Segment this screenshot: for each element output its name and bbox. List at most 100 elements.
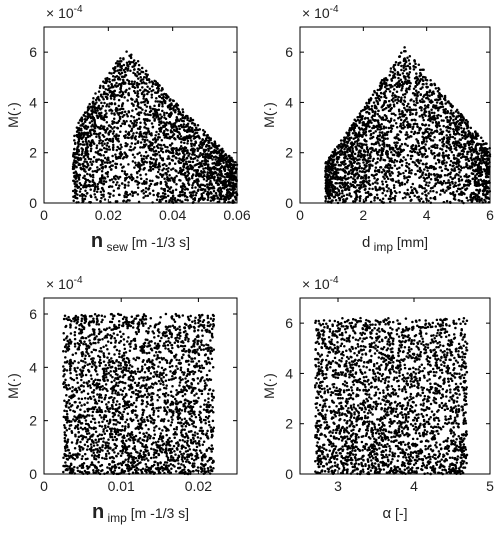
data-point — [461, 155, 465, 158]
data-point — [383, 159, 387, 162]
data-point — [444, 181, 447, 185]
data-point — [215, 194, 218, 197]
data-point — [115, 94, 118, 97]
data-point — [207, 196, 210, 199]
data-point — [378, 134, 381, 138]
data-point — [178, 169, 182, 172]
data-point — [202, 162, 206, 166]
data-point — [325, 179, 328, 182]
data-point — [118, 193, 121, 197]
data-point — [195, 171, 198, 174]
data-point — [429, 83, 433, 86]
data-point — [204, 137, 208, 140]
data-point — [108, 80, 112, 84]
data-point — [96, 116, 100, 120]
data-point — [175, 115, 179, 119]
data-point — [126, 64, 129, 67]
data-point — [94, 184, 97, 188]
data-point — [385, 87, 389, 91]
y-tick-label: 4 — [29, 94, 37, 110]
data-point — [386, 78, 389, 82]
data-point — [112, 90, 115, 94]
data-point — [366, 159, 369, 163]
data-point — [420, 109, 423, 112]
data-point — [141, 86, 144, 89]
data-point — [136, 193, 140, 196]
data-point — [166, 170, 170, 173]
data-point — [396, 152, 399, 156]
data-point — [102, 125, 105, 129]
data-point — [189, 118, 193, 121]
data-point — [161, 150, 165, 154]
data-point — [145, 97, 148, 101]
data-point — [197, 174, 201, 178]
data-point — [410, 118, 414, 122]
data-point — [419, 73, 423, 77]
data-point — [338, 199, 342, 202]
data-point — [451, 135, 455, 139]
data-point — [76, 129, 80, 132]
data-point — [103, 128, 107, 132]
data-point — [474, 160, 478, 164]
data-point — [176, 198, 179, 202]
data-point — [150, 122, 154, 125]
data-point — [413, 131, 417, 135]
data-point — [168, 162, 171, 166]
data-point — [192, 190, 195, 194]
data-point — [76, 134, 79, 137]
data-point — [471, 196, 475, 200]
data-point — [353, 181, 357, 184]
data-point — [145, 135, 148, 139]
data-point — [109, 138, 112, 141]
data-point — [88, 180, 92, 183]
data-point — [409, 157, 413, 161]
data-point — [125, 88, 128, 92]
data-point — [206, 164, 210, 167]
data-point — [106, 141, 109, 145]
data-point — [138, 167, 142, 170]
data-point — [336, 175, 340, 179]
data-point — [205, 183, 209, 186]
data-point — [116, 137, 120, 141]
data-point — [390, 166, 394, 170]
data-point — [93, 121, 97, 125]
data-point — [433, 156, 436, 160]
data-point — [99, 138, 102, 142]
data-point — [407, 167, 411, 170]
data-point — [80, 132, 83, 135]
data-point — [158, 154, 162, 157]
data-point — [445, 129, 449, 132]
data-point — [231, 158, 234, 162]
data-point — [163, 116, 166, 119]
data-point — [367, 101, 371, 105]
data-point — [439, 174, 443, 177]
data-point — [118, 184, 121, 187]
data-point — [215, 160, 219, 164]
data-point — [73, 156, 76, 159]
data-point — [219, 159, 222, 163]
data-point — [89, 184, 93, 188]
data-point — [97, 90, 101, 93]
data-point — [154, 134, 157, 137]
data-point — [83, 168, 86, 171]
data-point — [189, 157, 193, 160]
data-point — [421, 142, 424, 145]
data-point — [436, 116, 439, 120]
data-point — [363, 138, 366, 142]
data-point — [129, 145, 132, 148]
data-point — [432, 90, 435, 93]
data-point — [209, 167, 213, 170]
data-point — [435, 101, 439, 104]
data-point — [204, 148, 208, 152]
data-point — [154, 161, 157, 164]
data-point — [91, 175, 95, 179]
data-point — [397, 76, 400, 80]
data-point — [448, 172, 452, 176]
data-point — [372, 157, 375, 161]
data-point — [220, 165, 224, 168]
data-point — [476, 194, 479, 197]
data-point — [481, 146, 485, 150]
data-point — [379, 91, 383, 95]
data-point — [206, 190, 210, 194]
data-point — [413, 59, 416, 62]
